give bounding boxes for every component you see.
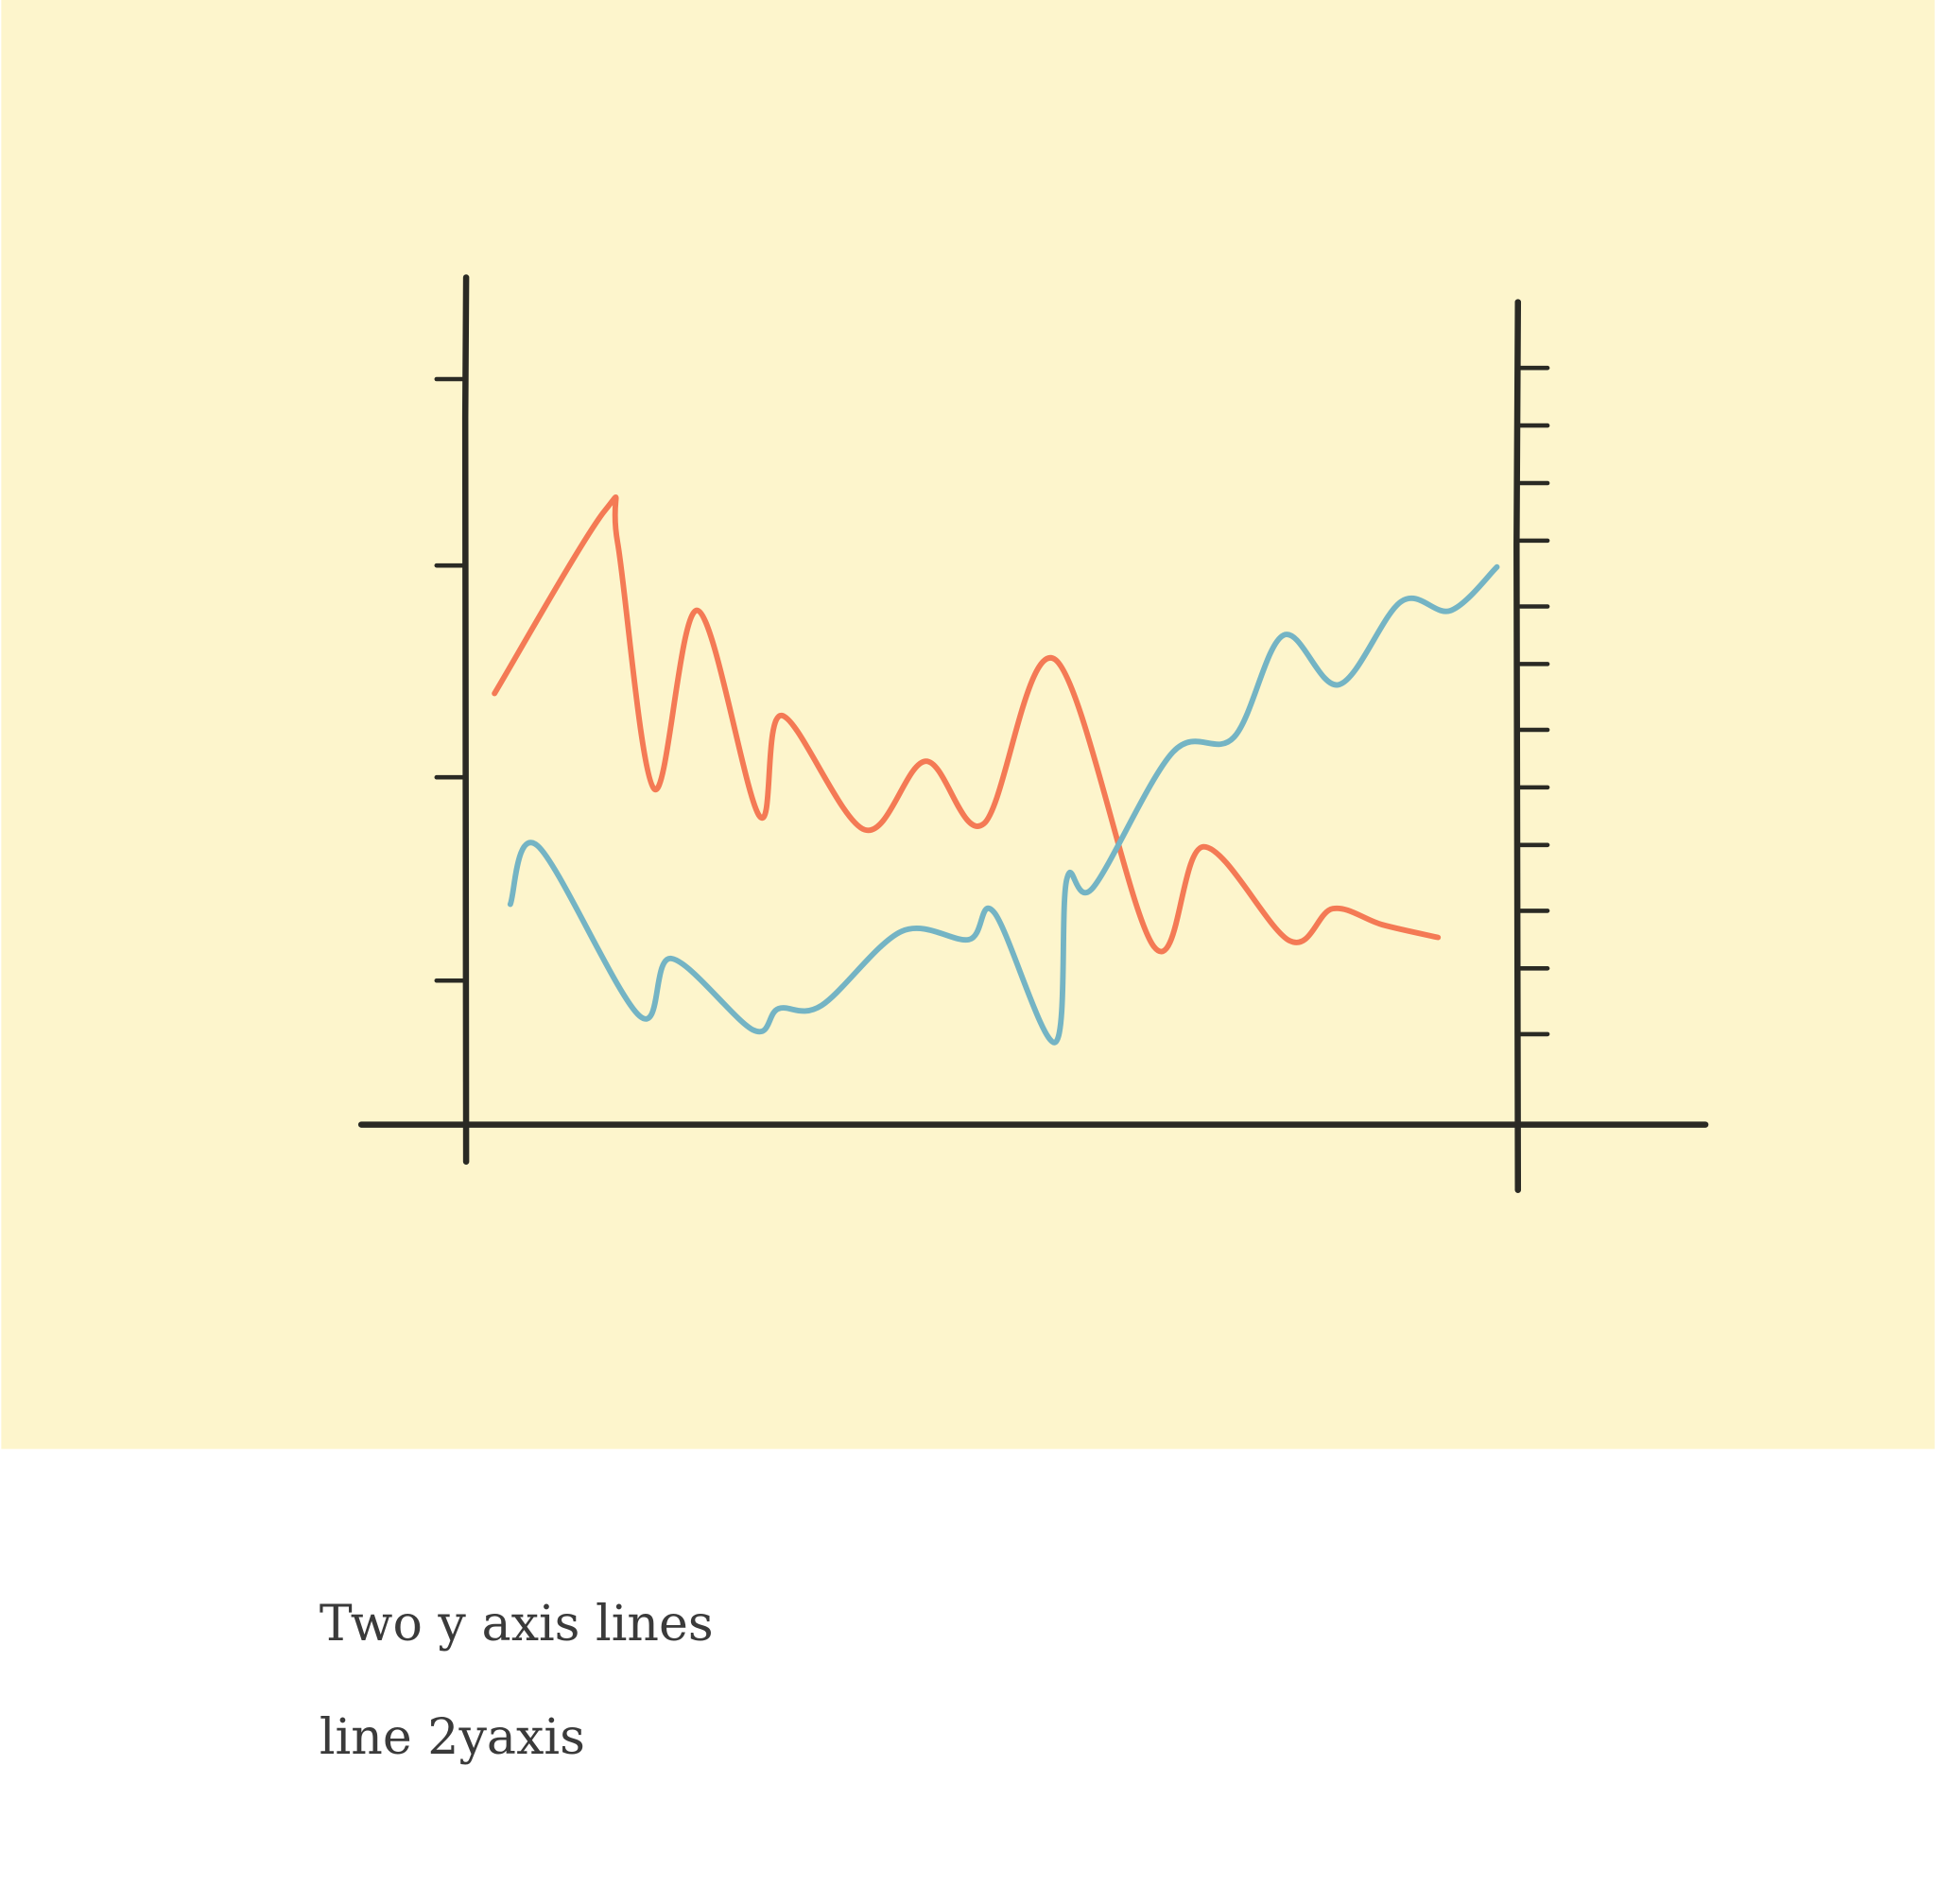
line-series — [507, 563, 1500, 1046]
y-axis — [460, 274, 470, 1166]
x-axis — [357, 1118, 1709, 1128]
card-title: Two y axis lines — [320, 1596, 714, 1653]
y2-axis — [1512, 299, 1522, 1194]
chart-background — [1, 0, 1935, 1449]
card-subtitle: line 2yaxis — [320, 1709, 585, 1766]
line-series — [492, 494, 1442, 955]
